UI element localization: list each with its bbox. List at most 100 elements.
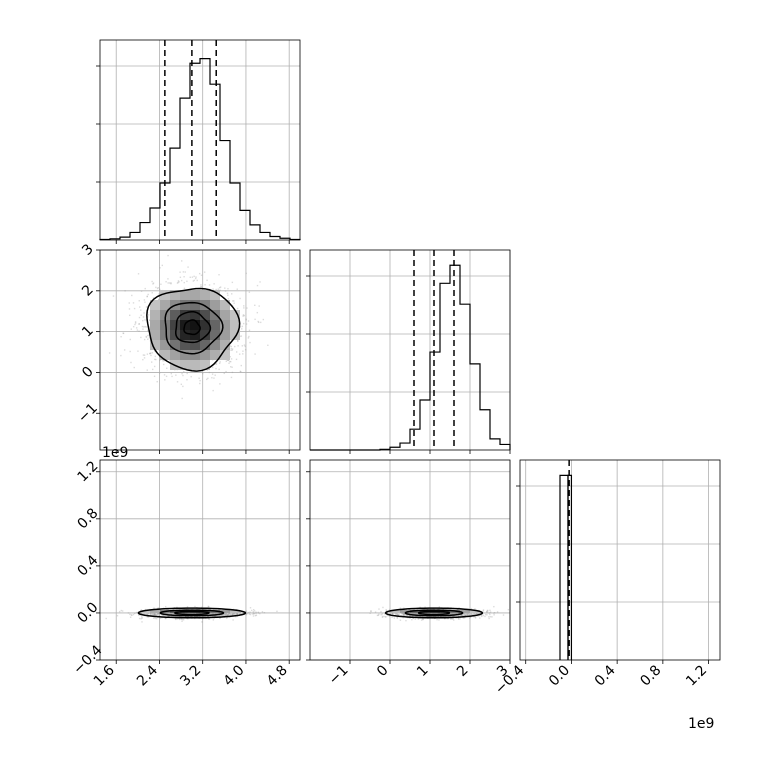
scatter-point <box>256 311 259 314</box>
scatter-point <box>205 617 207 620</box>
scatter-point <box>397 613 399 616</box>
scatter-point <box>391 612 393 615</box>
scatter-point <box>374 611 377 613</box>
scatter-point <box>448 613 451 615</box>
scatter-point <box>226 613 228 616</box>
scatter-point <box>232 300 234 302</box>
scatter-point <box>477 615 479 617</box>
scatter-point <box>174 615 177 617</box>
scatter-point <box>214 612 216 614</box>
histogram-param-2 <box>306 249 511 454</box>
scatter-point <box>248 335 250 338</box>
scatter-point <box>180 279 183 282</box>
scatter-point <box>421 616 424 618</box>
scatter-point <box>211 613 213 615</box>
scatter-point <box>412 612 414 614</box>
scatter-point <box>403 613 405 616</box>
scatter-point <box>132 613 135 616</box>
scatter-point <box>408 609 410 611</box>
scatter-point <box>147 616 150 618</box>
scatter-point <box>395 612 397 615</box>
panel-frame <box>99 39 301 241</box>
scatter-point <box>223 614 225 616</box>
scatter-point <box>485 610 488 613</box>
scatter-point <box>149 352 151 355</box>
scatter-point <box>182 385 184 388</box>
scatter-point <box>449 613 451 616</box>
scatter-point <box>200 284 202 286</box>
scatter-point <box>415 615 418 617</box>
scatter-point <box>187 616 189 618</box>
scatter-point <box>416 612 418 615</box>
scatter-point <box>430 612 433 615</box>
scatter-point <box>227 359 230 362</box>
scatter-point <box>170 615 172 617</box>
scatter-point <box>381 615 384 618</box>
scatter-point <box>167 254 169 257</box>
scatter-point <box>157 612 160 615</box>
scatter-point <box>159 288 161 291</box>
scatter-point <box>230 345 232 348</box>
density-cell <box>470 610 480 613</box>
scatter-point <box>443 612 446 614</box>
panel-background <box>100 40 300 240</box>
scatter-point <box>189 276 191 278</box>
scatter-point <box>493 605 495 608</box>
scatter-point <box>214 615 217 617</box>
scatter-point <box>174 615 177 617</box>
scatter-point <box>169 359 171 361</box>
scatter-point <box>423 612 426 614</box>
scatter-point <box>479 614 481 616</box>
scatter-point <box>159 356 161 358</box>
scatter-point <box>452 617 454 620</box>
density-cell <box>160 290 170 300</box>
scatter-point <box>248 291 251 293</box>
scatter-point <box>187 266 189 268</box>
scatter-point <box>146 615 148 618</box>
scatter-point <box>419 615 421 618</box>
scatter-point <box>146 295 148 298</box>
scatter-point <box>198 612 200 615</box>
scatter-point <box>138 614 140 617</box>
scatter-point <box>224 614 226 616</box>
scatter-point <box>457 608 459 611</box>
scatter-point <box>201 621 203 623</box>
scatter-point <box>214 613 217 615</box>
density-cell <box>210 320 220 330</box>
panel-frame <box>309 459 511 661</box>
scatter-point <box>105 617 107 620</box>
scatter-point <box>480 612 482 614</box>
scatter-point <box>400 612 403 615</box>
scatter-point <box>437 612 439 615</box>
scatter-point <box>256 284 259 287</box>
scatter-point <box>416 615 418 617</box>
scatter-point <box>134 322 137 324</box>
density-cell <box>150 300 160 310</box>
density-cell <box>190 300 200 310</box>
scatter-point <box>476 613 478 615</box>
scatter-point <box>141 621 143 623</box>
density-cell <box>230 330 240 340</box>
density-cell <box>220 300 230 310</box>
scatter-point <box>211 612 214 615</box>
scatter-point <box>158 612 160 614</box>
scatter-point <box>155 358 157 361</box>
density-cell <box>190 310 200 320</box>
scatter-point <box>216 615 219 617</box>
scatter-point <box>396 617 399 619</box>
density-cell <box>190 360 200 370</box>
scatter-point <box>216 615 218 617</box>
scatter-point <box>157 299 160 301</box>
scatter-point <box>461 614 463 616</box>
scatter-point <box>460 614 463 616</box>
scatter-point <box>438 619 440 621</box>
scatter-point <box>385 608 387 611</box>
scatter-point <box>403 612 406 615</box>
scatter-point <box>145 335 147 338</box>
scatter-point <box>154 613 157 615</box>
scatter-point <box>424 606 426 608</box>
scatter-point <box>155 615 158 617</box>
scatter-point <box>167 612 169 615</box>
scatter-point <box>159 617 161 620</box>
scatter-point <box>170 613 173 615</box>
